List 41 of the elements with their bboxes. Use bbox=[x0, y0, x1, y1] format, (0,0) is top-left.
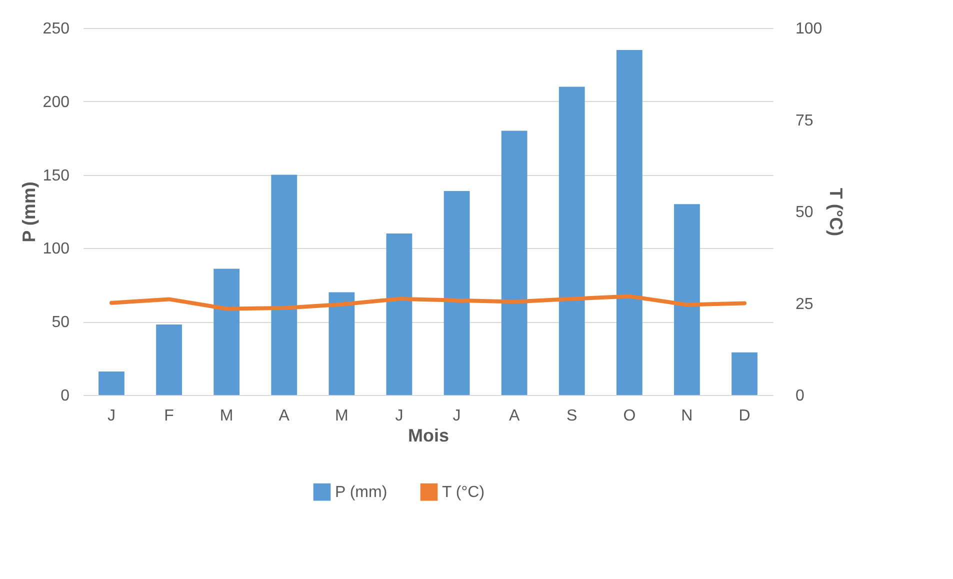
bar bbox=[386, 234, 412, 395]
y2-tick-label: 100 bbox=[796, 20, 822, 38]
y2-tick-label: 0 bbox=[796, 388, 804, 404]
y-tick-label: 150 bbox=[42, 167, 70, 184]
y2-tick-label: 75 bbox=[796, 112, 814, 130]
bar bbox=[616, 50, 642, 395]
x-tick-label: A bbox=[508, 408, 520, 424]
x-tick-label: S bbox=[566, 408, 578, 424]
x-tick-label: J bbox=[452, 408, 461, 424]
y2-tick-label: 50 bbox=[796, 204, 814, 221]
bar bbox=[214, 268, 240, 395]
bar bbox=[674, 204, 700, 395]
x-tick-label: D bbox=[738, 408, 750, 424]
bar bbox=[98, 372, 124, 395]
x-tick-label: M bbox=[335, 408, 348, 424]
y-tick-label: 100 bbox=[42, 240, 70, 258]
x-tick-label: O bbox=[623, 408, 636, 424]
bar bbox=[732, 352, 758, 395]
y-tick-label: 50 bbox=[52, 314, 70, 332]
y2-tick-label: 25 bbox=[796, 296, 814, 313]
bar bbox=[501, 130, 528, 395]
legend-label: P (mm) bbox=[335, 484, 388, 502]
legend-label: T (°C) bbox=[442, 484, 485, 502]
y-tick-label: 0 bbox=[60, 388, 70, 404]
y2-axis-title: T (°C) bbox=[826, 188, 846, 236]
bar bbox=[444, 190, 470, 395]
x-tick-label: J bbox=[395, 408, 404, 424]
y-axis-title: P (mm) bbox=[18, 182, 39, 242]
bar bbox=[156, 324, 182, 395]
x-tick-label: M bbox=[220, 408, 234, 424]
bar bbox=[271, 174, 298, 395]
x-tick-label: J bbox=[107, 408, 116, 424]
x-axis-title: Mois bbox=[408, 426, 450, 446]
bar bbox=[328, 292, 355, 395]
x-tick-label: F bbox=[164, 408, 174, 424]
y-tick-label: 250 bbox=[42, 20, 70, 38]
line-series bbox=[109, 294, 747, 311]
y-tick-label: 200 bbox=[42, 94, 70, 111]
x-tick-label: N bbox=[681, 408, 693, 424]
bar bbox=[558, 86, 585, 395]
x-tick-label: A bbox=[278, 408, 290, 424]
